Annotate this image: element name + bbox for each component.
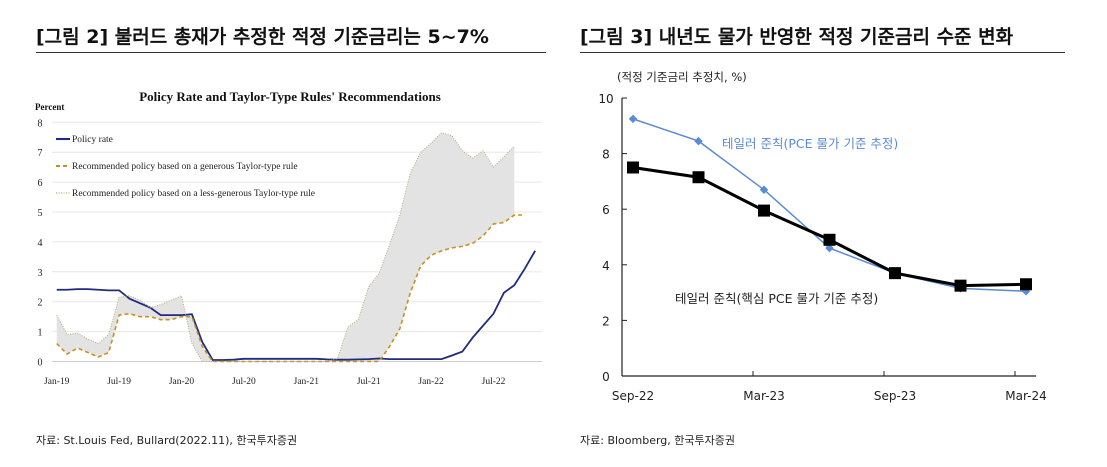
x-tick-label: Jul-19 — [107, 377, 131, 387]
y-tick-label: 0 — [38, 358, 43, 369]
data-point-core-pce — [1020, 278, 1032, 291]
y-tick-label: 5 — [38, 208, 43, 219]
series-label-pce: 테일러 준칙(PCE 물가 기준 추정) — [722, 136, 898, 151]
series-line-2 — [56, 214, 525, 363]
y-tick-label: 0 — [602, 370, 610, 384]
shaded-range-area — [56, 132, 515, 362]
x-tick-label: Mar-24 — [1005, 389, 1046, 403]
right-source: 자료: Bloomberg, 한국투자증권 — [580, 434, 735, 447]
y-tick-label: 6 — [38, 178, 43, 189]
x-tick-label: Jul-21 — [357, 377, 381, 387]
y-tick-label: 2 — [602, 314, 610, 328]
y-tick-label: 8 — [38, 118, 43, 129]
data-point-core-pce — [692, 171, 705, 184]
y-tick-label: 4 — [38, 238, 43, 249]
left-title-rule — [36, 52, 546, 53]
left-panel-title: [그림 2] 불러드 총재가 추정한 적정 기준금리는 5~7% — [36, 26, 489, 48]
y-tick-label: 8 — [602, 148, 610, 162]
chart-title: Policy Rate and Taylor-Type Rules' Recom… — [139, 89, 441, 104]
x-tick-label: Jul-20 — [232, 377, 256, 387]
series-line-3 — [56, 132, 515, 362]
series-line-core-pce — [632, 166, 1027, 288]
x-tick-label: Sep-23 — [874, 389, 916, 403]
y-axis-label: Percent — [35, 102, 64, 112]
y-tick-label: 1 — [38, 328, 43, 339]
x-tick-label: Jul-22 — [482, 377, 506, 387]
data-point-core-pce — [627, 161, 639, 174]
series-line-1 — [56, 250, 536, 361]
x-tick-label: Jan-20 — [169, 377, 195, 387]
y-axis-label: (적정 기준금리 추정치, %) — [617, 70, 747, 84]
data-point-core-pce — [758, 204, 770, 217]
y-tick-label: 7 — [38, 148, 43, 159]
x-tick-label: Jan-19 — [44, 377, 70, 387]
legend-label-1: Policy rate — [72, 135, 113, 145]
data-point-core-pce — [954, 279, 967, 292]
x-tick-label: Jan-22 — [418, 377, 444, 387]
right-title-rule — [580, 52, 1065, 53]
right-panel-title: [그림 3] 내년도 물가 반영한 적정 기준금리 수준 변화 — [580, 26, 1014, 48]
x-tick-label: Mar-23 — [743, 389, 784, 403]
data-point-core-pce — [889, 267, 901, 280]
data-point-pce — [628, 114, 638, 124]
y-tick-label: 2 — [38, 298, 43, 309]
x-tick-label: Jan-21 — [294, 377, 320, 387]
legend-label-2: Recommended policy based on a generous T… — [72, 162, 298, 172]
left-source: 자료: St.Louis Fed, Bullard(2022.11), 한국투자… — [36, 434, 298, 447]
legend-label-3: Recommended policy based on a less-gener… — [72, 189, 315, 199]
x-tick-label: Sep-22 — [612, 389, 654, 403]
y-tick-label: 3 — [38, 268, 43, 279]
y-tick-label: 4 — [602, 259, 610, 273]
y-tick-label: 6 — [602, 203, 610, 217]
data-point-core-pce — [823, 233, 836, 246]
y-tick-label: 10 — [598, 92, 613, 106]
series-label-core-pce: 테일러 준칙(핵심 PCE 물가 기준 추정) — [675, 291, 878, 306]
